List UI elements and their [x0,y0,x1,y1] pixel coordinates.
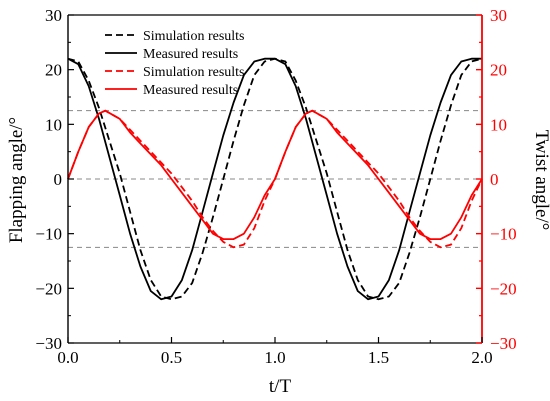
legend-label-1: Measured results [143,47,238,62]
y-axis-label-right: Twist angle/° [531,130,550,231]
y-tick-label-right: −30 [490,334,517,353]
y-tick-label-right: −10 [490,225,517,244]
y-axis-label-left: Flapping angle/° [6,117,27,243]
y-tick-label-left: 10 [45,115,62,134]
legend: Simulation results Measured results Simula… [105,29,245,98]
axes: 0.0 0.5 1.0 1.5 2.0 30 20 10 0 −10 −20 −30 30 20 10 0 −1… [35,6,516,367]
y-tick-label-right: 10 [490,115,507,134]
x-tick-label: 1.0 [264,348,285,367]
series-line-3 [67,109,483,240]
x-tick-label: 1.5 [368,348,389,367]
y-tick-label-left: −30 [35,334,62,353]
y-tick-label-left: 0 [54,170,63,189]
y-tick-label-right: −20 [490,279,517,298]
y-tick-label-right: 20 [490,61,507,80]
series-line-1 [67,57,482,301]
legend-label-0: Simulation results [143,29,245,44]
y-tick-label-right: 0 [490,170,499,189]
legend-label-2: Simulation results [143,65,245,80]
x-axis-label: t/T [269,376,292,397]
y-tick-label-left: −10 [35,225,62,244]
x-tick-label: 0.0 [57,348,78,367]
y-tick-label-left: −20 [35,279,62,298]
y-tick-label-left: 30 [45,6,62,25]
y-tick-label-left: 20 [45,61,62,80]
legend-label-3: Measured results [143,83,238,98]
y-tick-label-right: 30 [490,6,507,25]
plot-area [67,57,483,301]
x-tick-label: 2.0 [471,348,492,367]
x-tick-label: 0.5 [161,348,182,367]
